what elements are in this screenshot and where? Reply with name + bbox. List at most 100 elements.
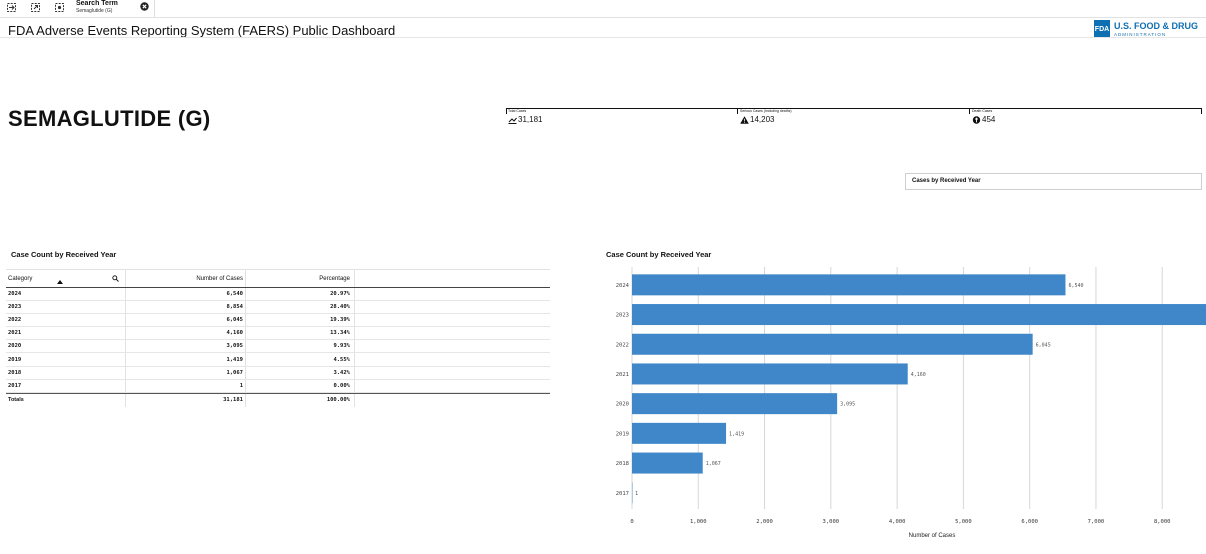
chart-title: Case Count by Received Year (606, 250, 712, 259)
cases-by-year-filter[interactable]: Cases by Received Year (905, 173, 1202, 190)
kpi-total-cases: Total Cases 31,181 (506, 108, 737, 124)
selections-back-icon[interactable] (30, 2, 41, 13)
table-row[interactable]: 2019 1,419 4.55% (6, 353, 550, 367)
column-divider (245, 340, 246, 353)
table-header-row: Category Number of Cases Percentage (6, 269, 550, 288)
column-divider (354, 270, 355, 287)
column-divider (125, 379, 126, 392)
column-divider (245, 301, 246, 314)
cell-number-of-cases: 1,419 (226, 356, 243, 363)
column-divider (125, 393, 126, 407)
table-row[interactable]: 2021 4,160 13.34% (6, 327, 550, 341)
fda-logo[interactable]: FDA U.S. FOOD & DRUG ADMINISTRATION (1094, 20, 1206, 40)
totals-percentage: 100.00% (326, 397, 350, 404)
x-tick-label: 1,000 (690, 519, 707, 525)
fda-logo-mark: FDA (1094, 20, 1110, 38)
bar-2021[interactable] (632, 363, 908, 385)
filter-label: Cases by Received Year (912, 178, 981, 184)
kpi-divider (506, 108, 507, 114)
cell-percentage: 0.00% (333, 382, 350, 389)
column-divider (354, 379, 355, 392)
y-tick-label: 2022 (616, 342, 629, 348)
column-divider (354, 301, 355, 314)
search-icon[interactable] (112, 275, 119, 282)
column-divider (125, 270, 126, 287)
data-label: 1,419 (729, 431, 744, 437)
bar-2019[interactable] (632, 422, 727, 444)
column-divider (245, 314, 246, 327)
y-tick-label: 2017 (616, 491, 629, 497)
x-tick-label: 2,000 (756, 519, 773, 525)
smart-search-icon[interactable] (6, 2, 17, 13)
bar-2018[interactable] (632, 452, 703, 474)
table-title: Case Count by Received Year (11, 250, 117, 259)
kpi-divider (969, 108, 970, 114)
search-term-value: Semaglutide (G) (76, 8, 113, 14)
cell-category: 2022 (8, 317, 22, 324)
table-row[interactable]: 2018 1,067 3.42% (6, 366, 550, 380)
table-row[interactable]: 2017 1 0.00% (6, 379, 550, 393)
search-term-chip[interactable]: Search Term Semaglutide (G) (72, 0, 155, 17)
x-tick-label: 4,000 (889, 519, 906, 525)
data-label: 6,540 (1068, 283, 1083, 289)
bar-2022[interactable] (632, 333, 1033, 355)
column-header-label: Category (8, 275, 33, 282)
trend-up-icon (508, 117, 517, 124)
table-row[interactable]: 2020 3,095 9.93% (6, 340, 550, 354)
column-header-number-of-cases[interactable]: Number of Cases (126, 270, 243, 287)
column-divider (354, 353, 355, 366)
cell-percentage: 20.97% (330, 291, 350, 298)
cell-number-of-cases: 4,160 (226, 330, 243, 337)
y-tick-label: 2023 (616, 313, 629, 319)
cell-category: 2021 (8, 330, 22, 337)
column-divider (125, 288, 126, 301)
table-row[interactable]: 2023 8,854 28.40% (6, 301, 550, 315)
totals-cases: 31,181 (223, 397, 243, 404)
kpi-death-cases: Death Cases 454 (970, 108, 1201, 124)
case-count-bar-chart[interactable]: 0 1,000 2,000 3,000 4,000 5,000 6,000 7,000 8,00… (600, 263, 1206, 554)
cell-percentage: 13.34% (330, 330, 350, 337)
cell-number-of-cases: 3,095 (226, 343, 243, 350)
bar-2020[interactable] (632, 393, 838, 415)
column-divider (354, 314, 355, 327)
data-label: 6,045 (1036, 342, 1051, 348)
column-divider (125, 366, 126, 379)
x-tick-label: 7,000 (1088, 519, 1105, 525)
column-header-label: Percentage (319, 275, 350, 282)
cell-percentage: 19.39% (330, 317, 350, 324)
totals-label: Totals (8, 397, 24, 404)
kpi-serious-value: 14,203 (750, 115, 775, 124)
data-label: 3,095 (840, 402, 855, 408)
table-totals-row: Totals 31,181 100.00% (6, 392, 550, 407)
header-divider (0, 37, 1206, 38)
column-divider (245, 327, 246, 340)
kpi-label: Serious Cases (Including deaths) (740, 109, 792, 113)
cell-percentage: 28.40% (330, 304, 350, 311)
column-header-category[interactable]: Category (8, 270, 123, 287)
sort-ascending-icon[interactable] (57, 280, 63, 284)
column-divider (354, 340, 355, 353)
kpi-divider (1201, 108, 1202, 114)
y-tick-label: 2018 (616, 461, 629, 467)
column-header-percentage[interactable]: Percentage (246, 270, 350, 287)
cell-number-of-cases: 6,540 (226, 291, 243, 298)
kpi-label: Death Cases (972, 109, 993, 113)
cell-percentage: 3.42% (333, 369, 350, 376)
table-row[interactable]: 2022 6,045 19.39% (6, 314, 550, 328)
selections-forward-icon[interactable] (54, 2, 65, 13)
x-tick-label: 5,000 (955, 519, 972, 525)
table-row[interactable]: 2024 6,540 20.97% (6, 288, 550, 302)
data-label: 1 (635, 491, 638, 497)
cell-category: 2020 (8, 343, 22, 350)
cell-category: 2018 (8, 369, 22, 376)
cell-number-of-cases: 1,067 (226, 369, 243, 376)
kpi-death-value: 454 (982, 115, 996, 124)
x-tick-label: 0 (630, 519, 633, 525)
clear-selection-icon[interactable] (140, 2, 149, 11)
column-divider (125, 353, 126, 366)
y-tick-label: 2021 (616, 372, 629, 378)
search-term-title: Search Term (76, 0, 118, 7)
bar-2023[interactable] (632, 304, 1206, 326)
cell-number-of-cases: 6,045 (226, 317, 243, 324)
bar-2024[interactable] (632, 274, 1066, 296)
